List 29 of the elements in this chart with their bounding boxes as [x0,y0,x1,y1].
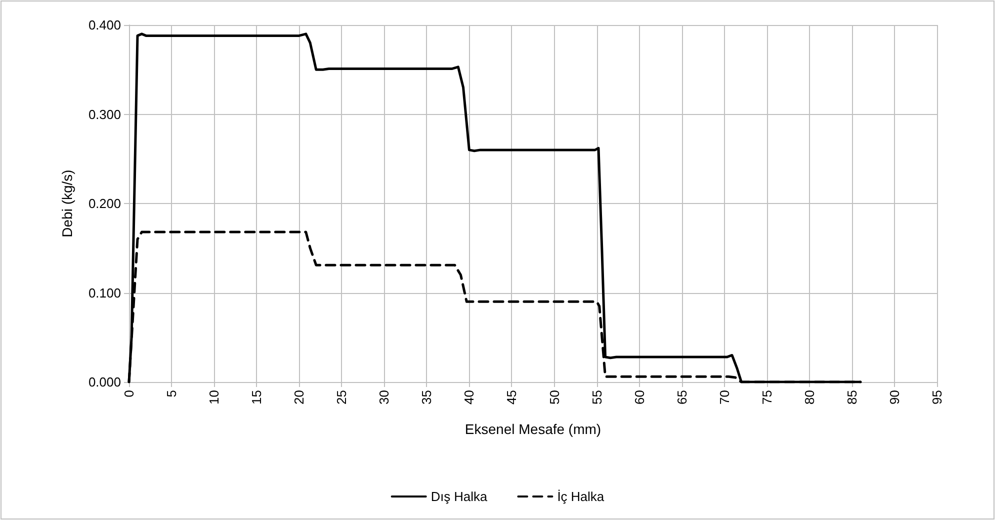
x-tick-label: 35 [419,390,434,404]
x-tick-label: 20 [292,390,307,404]
x-tick-label: 45 [504,390,520,404]
x-tick-label: 60 [632,390,647,404]
x-tick-label: 55 [589,390,604,404]
x-tick-label: 40 [462,390,477,404]
y-tick-label: 0.100 [88,285,121,300]
y-axis-title: Debi (kg/s) [59,170,75,238]
y-tick-label: 0.000 [88,374,121,390]
x-tick-label: 5 [164,390,180,398]
x-tick-label: 0 [122,390,136,398]
y-tick-label: 0.200 [88,196,121,211]
x-axis-title: Eksenel Mesafe (mm) [464,421,602,437]
y-tick-label: 0.300 [88,106,121,122]
x-tick-label: 80 [802,390,817,404]
x-tick-label: 85 [844,390,860,404]
y-tick-label: 0.400 [88,18,121,32]
x-tick-label: 95 [930,390,944,404]
x-tick-label: 30 [376,390,392,404]
x-tick-label: 10 [206,390,222,404]
x-tick-label: 25 [334,390,350,404]
legend-label: Dış Halka [430,489,488,504]
x-tick-label: 90 [886,390,902,404]
x-tick-label: 70 [716,390,732,404]
x-tick-label: 75 [759,390,774,404]
x-tick-label: 15 [249,390,264,404]
legend-label: İç Halka [557,489,605,504]
x-tick-label: 65 [674,390,690,404]
x-tick-label: 50 [546,390,562,404]
